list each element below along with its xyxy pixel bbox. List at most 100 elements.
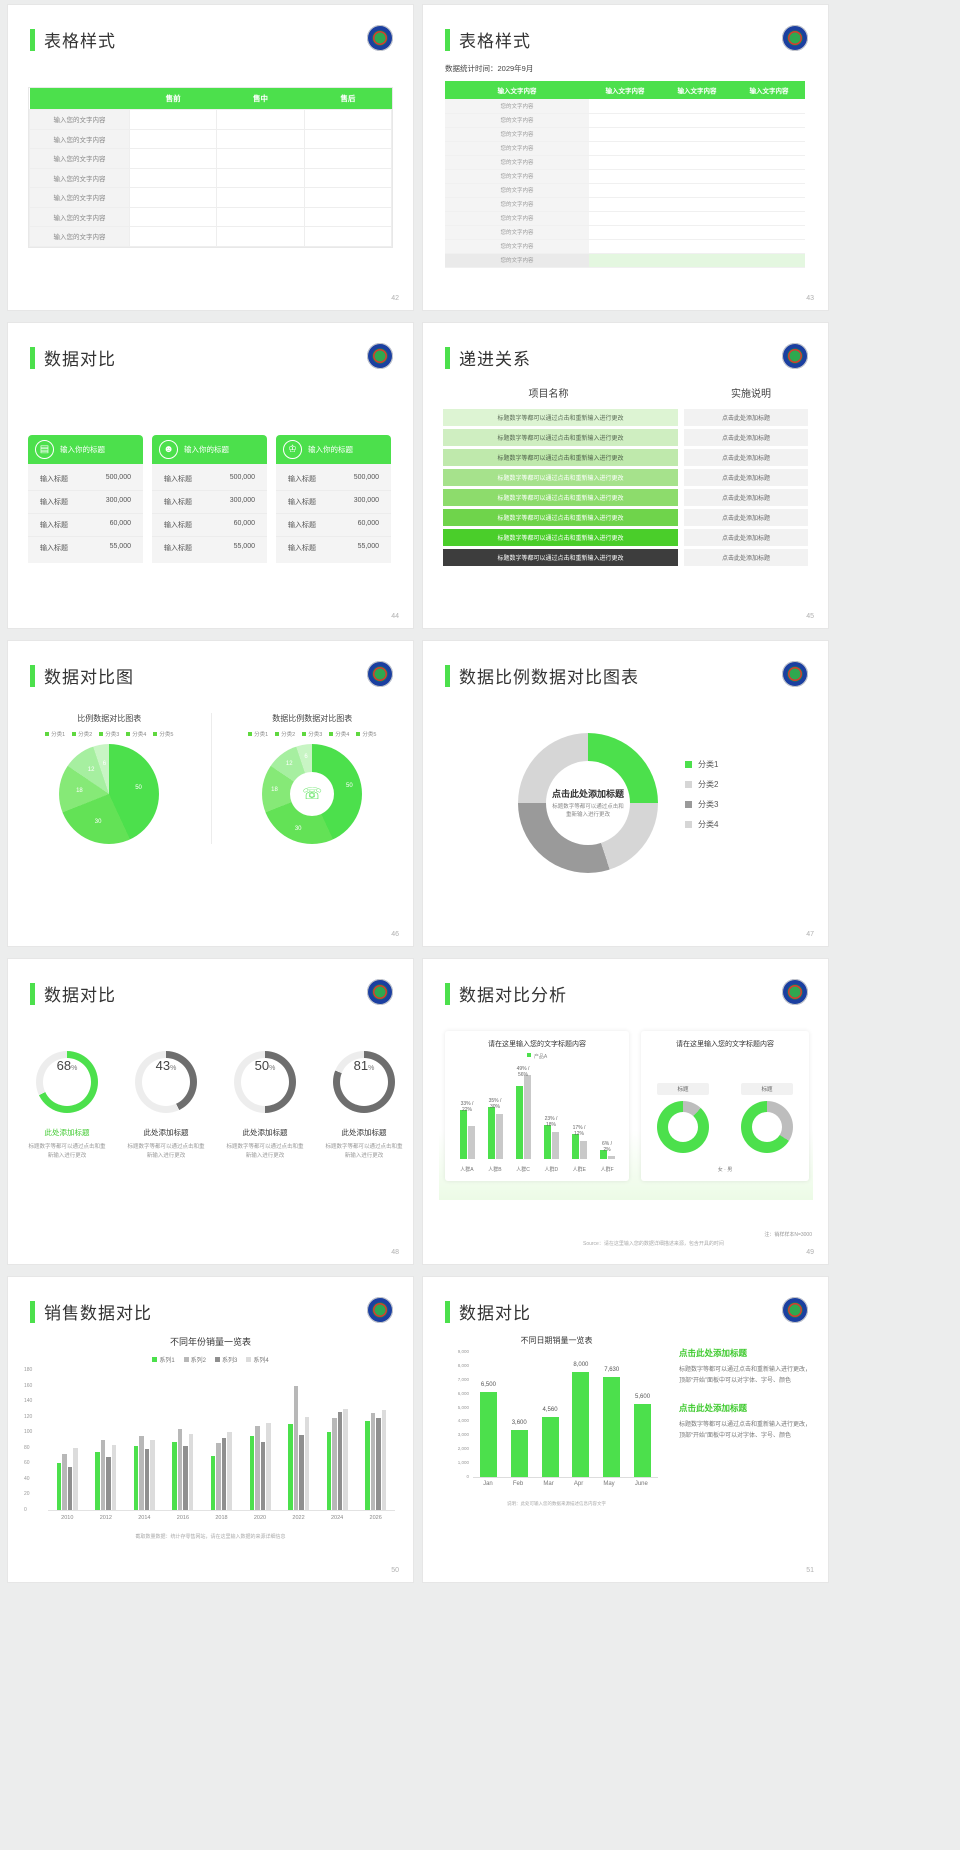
row-label: 输入标题	[40, 522, 68, 529]
comparison-card[interactable]: ♔ 输入你的标题 输入标题 500,000 输入标题 300,000 输入标题 60,000 输…	[276, 435, 391, 563]
row-value: 55,000	[109, 543, 131, 550]
bar	[150, 1440, 155, 1510]
progress-ring-item: 50% 此处添加标题 标题数字等都可以通过点击和重新输入进行更改	[218, 1051, 312, 1161]
slide-45[interactable]: 递进关系 项目名称 实施说明 标题数字等都可以通过点击和重新输入进行更改 点击此处…	[423, 323, 828, 628]
ring-title: 此处添加标题	[44, 1128, 90, 1137]
card-row: 输入标题 60,000	[276, 514, 391, 537]
title-accent-bar	[445, 1300, 450, 1323]
comparison-card[interactable]: ▤ 输入你的标题 输入标题 500,000 输入标题 300,000 输入标题 60,000 输…	[28, 435, 143, 563]
bar	[67, 1467, 73, 1510]
bar-secondary	[579, 1141, 587, 1159]
table-header-cell: 输入文字内容	[661, 81, 733, 99]
legend-swatch	[246, 1357, 252, 1362]
card-row: 输入标题 500,000	[276, 468, 391, 491]
pie-slice-label: 30	[294, 826, 302, 833]
y-tick-label: 40	[24, 1475, 30, 1482]
progressive-row[interactable]: 标题数字等都可以通过点击和重新输入进行更改 点击此处添加标题	[443, 469, 808, 486]
slide-50[interactable]: 销售数据对比 不同年份销量一览表 系列1 系列2 系列3 系列4 180 160 140 1…	[8, 1277, 413, 1582]
page-number: 47	[806, 931, 814, 938]
table-cell: 输入您的文字内容	[29, 187, 130, 208]
table-cell	[733, 113, 805, 128]
brand-logo-icon	[367, 979, 393, 1005]
table-row: 您的文字内容	[445, 183, 805, 198]
table-cell	[128, 109, 218, 130]
table-cell	[589, 155, 661, 170]
row-value: 55,000	[233, 543, 255, 550]
bar	[304, 1416, 310, 1510]
ring-number: 68	[56, 1058, 72, 1073]
table-row: 您的文字内容	[445, 127, 805, 142]
progressive-row[interactable]: 标题数字等都可以通过点击和重新输入进行更改 点击此处添加标题	[443, 529, 808, 546]
table-header-cell: 售后	[304, 88, 392, 110]
pie-slice-label: 12	[87, 767, 95, 774]
progress-ring: 68%	[36, 1051, 98, 1113]
slide-51[interactable]: 数据对比 不同日期销量一览表 9,000 8,000 7,000 6,000 5,000…	[423, 1277, 828, 1582]
progressive-row[interactable]: 标题数字等都可以通过点击和重新输入进行更改 点击此处添加标题	[443, 449, 808, 466]
card-row: 输入标题 55,000	[28, 537, 143, 559]
slide-47[interactable]: 数据比例数据对比图表 点击此处添加标题 标题数字等都可以通过点击和重新输入进行更…	[423, 641, 828, 946]
page-number: 44	[391, 613, 399, 620]
slide-43[interactable]: 表格样式 数据统计时间：2029年9月 输入文字内容 输入文字内容 输入文字内容 输入…	[423, 5, 828, 310]
card-title: 输入你的标题	[184, 445, 229, 454]
table-cell	[733, 155, 805, 170]
title-accent-bar	[445, 982, 450, 1005]
y-tick-label: 1,000	[457, 1460, 469, 1465]
legend-item: 分类4	[685, 819, 718, 830]
ring-value: 43%	[142, 1058, 190, 1106]
title-accent-bar	[445, 28, 450, 51]
progressive-label: 标题数字等都可以通过点击和重新输入进行更改	[443, 449, 678, 466]
bar: 4,560	[541, 1407, 559, 1477]
group-users-icon: ♔	[283, 440, 302, 459]
donut-chart	[741, 1101, 793, 1153]
legend-swatch	[153, 732, 158, 736]
progressive-row[interactable]: 标题数字等都可以通过点击和重新输入进行更改 点击此处添加标题	[443, 549, 808, 566]
table-row: 您的文字内容	[445, 141, 805, 156]
bar	[133, 1446, 139, 1510]
ring-unit: %	[368, 1065, 375, 1072]
slide-44[interactable]: 数据对比 ▤ 输入你的标题 输入标题 500,000 输入标题 300,000 输入标题 60…	[8, 323, 413, 628]
table-row: 您的文字内容	[445, 225, 805, 240]
x-axis-labels: Jan Feb Mar Apr May June	[473, 1481, 658, 1487]
comparison-card[interactable]: ☻ 输入你的标题 输入标题 500,000 输入标题 300,000 输入标题 60,000 输…	[152, 435, 267, 563]
chart-legend: 系列1 系列2 系列3 系列4	[8, 1355, 413, 1364]
legend-swatch	[72, 732, 77, 736]
block-text: 标题数字等都可以通过点击和重新输入进行更改，顶部“开始”面板中可以对字体、字号、…	[679, 1422, 812, 1439]
progressive-row[interactable]: 标题数字等都可以通过点击和重新输入进行更改 点击此处添加标题	[443, 489, 808, 506]
slide-48[interactable]: 数据对比 68% 此处添加标题 标题数字等都可以通过点击和重新输入进行更改 43% 此处…	[8, 959, 413, 1264]
card-row: 输入标题 60,000	[152, 514, 267, 537]
bar-group	[210, 1432, 232, 1510]
row-value: 300,000	[229, 497, 255, 504]
title-accent-bar	[445, 346, 450, 369]
pie-slice-label: 50	[346, 782, 353, 789]
table-cell	[733, 169, 805, 184]
x-axis-labels: 2010 2012 2014 2016 2018 2020 2022 2024 2026	[48, 1515, 395, 1521]
progressive-label: 标题数字等都可以通过点击和重新输入进行更改	[443, 509, 678, 526]
progressive-label: 标题数字等都可以通过点击和重新输入进行更改	[443, 529, 678, 546]
progressive-row[interactable]: 标题数字等都可以通过点击和重新输入进行更改 点击此处添加标题	[443, 429, 808, 446]
table-header-cell	[29, 88, 130, 110]
slide-46[interactable]: 数据对比图 比例数据对比图表 分类1 分类2 分类3 分类4 分类5 50 30 18 12 6…	[8, 641, 413, 946]
table-row: 您的文字内容	[445, 169, 805, 184]
implementation-label: 点击此处添加标题	[684, 449, 808, 466]
row-label: 输入标题	[288, 499, 316, 506]
slide-49[interactable]: 数据对比分析 请在这里输入您的文字标题内容 产品A 33% / 22% 35% /…	[423, 959, 828, 1264]
table-row: 输入您的文字内容	[29, 128, 393, 149]
table-cell	[216, 226, 305, 247]
y-tick-label: 120	[24, 1413, 33, 1420]
row-label: 输入标题	[288, 476, 316, 483]
progressive-row[interactable]: 标题数字等都可以通过点击和重新输入进行更改 点击此处添加标题	[443, 409, 808, 426]
slide-42[interactable]: 表格样式 售前 售中 售后 输入您的文字内容 输入您的文字内容 输入您的文字内容 输入您的文…	[8, 5, 413, 310]
slide-title-text: 数据对比	[44, 350, 116, 369]
row-label: 输入标题	[40, 499, 68, 506]
bar	[249, 1436, 254, 1510]
legend-swatch	[99, 732, 104, 736]
y-tick-label: 4,000	[457, 1418, 469, 1424]
x-tick-label: 人群C	[516, 1167, 530, 1173]
table-cell	[303, 167, 393, 188]
legend-swatch	[215, 1357, 220, 1362]
progressive-row[interactable]: 标题数字等都可以通过点击和重新输入进行更改 点击此处添加标题	[443, 509, 808, 526]
table-cell: 输入您的文字内容	[29, 226, 130, 247]
row-label: 输入标题	[40, 545, 68, 552]
bar	[370, 1412, 376, 1510]
grouped-bars: 33% / 22% 35% / 30% 49% / 56% 23% / 18% 17% …	[453, 1066, 621, 1159]
